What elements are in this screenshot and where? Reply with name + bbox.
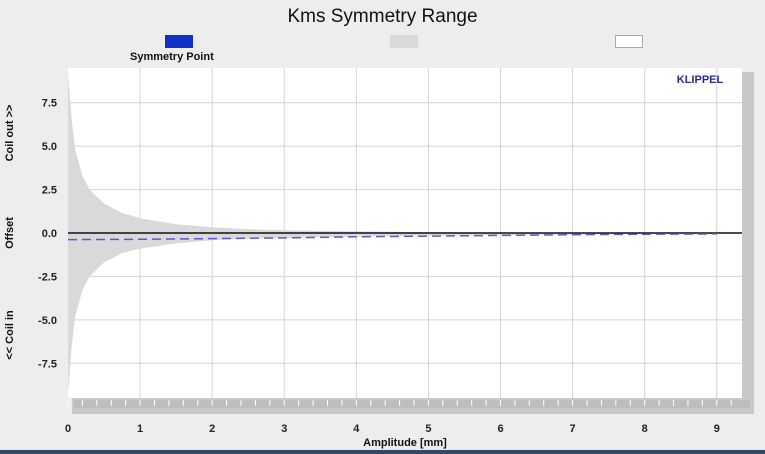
chart-title: Kms Symmetry Range [287,6,478,27]
y-axis-title-segment: << Coil in [4,310,16,360]
y-tick-label: -7.5 [38,358,57,370]
legend-swatch-symmetry-point [165,35,193,48]
x-tick-label: 6 [497,423,503,435]
y-tick-label: -5.0 [38,315,57,327]
y-tick-label: 0.0 [42,228,57,240]
legend-swatch-blank [615,35,643,48]
y-tick-label: 5.0 [42,141,57,153]
x-tick-label: 2 [209,423,215,435]
x-tick-label: 7 [570,423,576,435]
x-tick-label: 9 [714,423,720,435]
ruler-strip [74,400,750,408]
x-tick-label: 1 [137,423,143,435]
x-tick-label: 4 [353,423,360,435]
x-axis-title: Amplitude [mm] [363,437,447,449]
y-tick-label: 7.5 [42,98,57,110]
bottom-strip [0,450,765,454]
legend-swatch-range [390,35,418,48]
klippel-brand: KLIPPEL [677,74,724,86]
y-axis-title-segment: Coil out >> [4,105,16,162]
y-tick-label: 2.5 [42,185,57,197]
x-tick-label: 0 [65,423,71,435]
legend-label-symmetry-point: Symmetry Point [130,51,214,63]
x-tick-label: 3 [281,423,287,435]
x-tick-label: 5 [425,423,431,435]
y-axis-title-segment: Offset [4,217,16,249]
symmetry-point-line [67,233,717,241]
y-tick-label: -2.5 [38,271,57,283]
x-tick-label: 8 [642,423,648,435]
